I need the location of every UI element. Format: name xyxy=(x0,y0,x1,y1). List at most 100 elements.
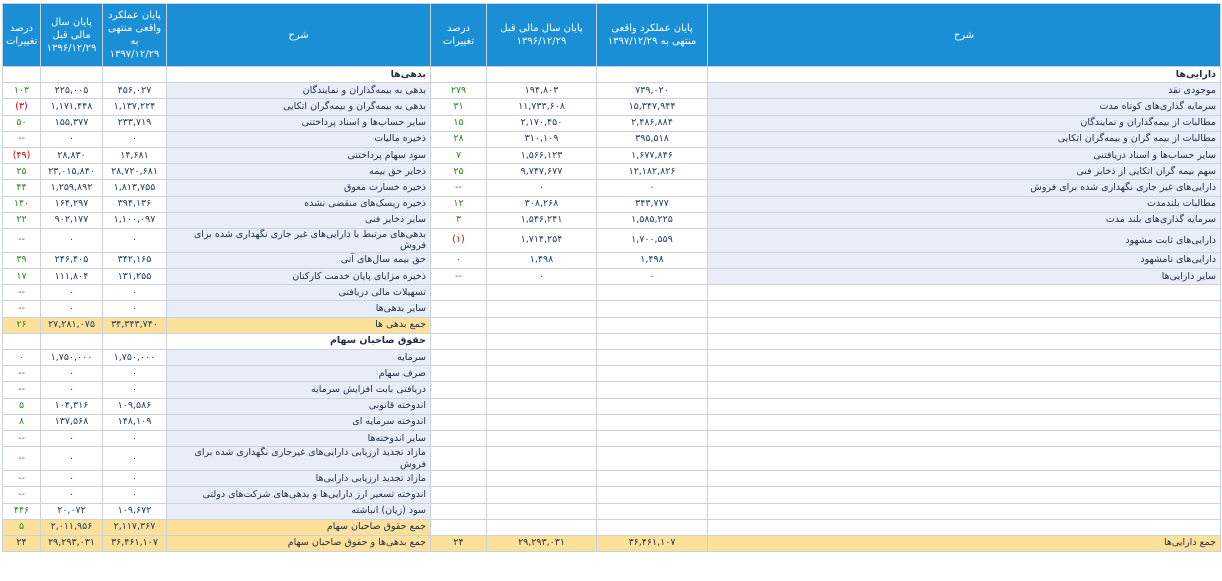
table-row: -- ۰ ۰ سایر اندوخته‌ها xyxy=(2,429,1221,448)
balance-sheet: درصد تغییرات پایان سال مالی قبل ۱۳۹۶/۱۲/… xyxy=(2,3,1221,553)
left-curr-cell: ۰ xyxy=(102,446,167,472)
right-prev-cell: ۰ xyxy=(486,268,597,286)
right-desc-cell: دارایی‌های نامشهود xyxy=(707,251,1221,270)
right-curr-cell: ۱,۶۷۷,۸۴۶ xyxy=(596,146,708,165)
right-pct-cell: ۳۱ xyxy=(430,98,487,116)
right-curr-cell xyxy=(596,413,708,431)
table-row: ۴۴۶ ۲۰,۰۷۲ ۱۰۹,۶۷۲ سود (زیان) انباشته xyxy=(2,502,1221,520)
table-row: -- ۰ ۰ مازاد تجدید ارزیابی دارایی‌ها xyxy=(2,470,1221,488)
right-desc-cell xyxy=(707,348,1221,367)
left-pct-cell: ۲۶ xyxy=(2,316,41,334)
left-curr-cell: ۱۰۹,۶۷۲ xyxy=(102,502,167,520)
left-prev-cell: ۲۹,۲۹۳,۰۳۱ xyxy=(40,534,103,553)
left-curr-cell: ۲,۱۱۷,۳۶۷ xyxy=(102,518,167,536)
left-curr-cell: ۰ xyxy=(102,381,167,399)
left-curr-header: پایان عملکرد واقعی منتهی به ۱۳۹۷/۱۲/۲۹ xyxy=(102,3,167,67)
right-prev-cell: ۱,۷۱۴,۲۵۴ xyxy=(486,227,597,253)
right-curr-cell: ۳۶,۴۶۱,۱۰۷ xyxy=(596,534,708,553)
left-pct-header: درصد تغییرات xyxy=(2,3,41,67)
right-pct-cell xyxy=(430,446,487,472)
left-pct-cell: -- xyxy=(2,446,41,472)
left-desc-cell: سرمایه xyxy=(166,348,431,367)
table-row: -- ۰ ۰ تسهیلات مالی دریافتی xyxy=(2,284,1221,302)
right-pct-cell: ۷ xyxy=(430,146,487,165)
left-curr-cell: ۱۰۹,۵۸۶ xyxy=(102,397,167,415)
left-curr-cell: ۰ xyxy=(102,365,167,383)
right-desc-cell: سرمایه گذاری‌های کوتاه مدت xyxy=(707,98,1221,116)
left-pct-cell: -- xyxy=(2,365,41,383)
right-prev-cell: ۲,۱۷۰,۴۵۰ xyxy=(486,114,597,132)
left-desc-cell: حق بیمه سال‌های آتی xyxy=(166,251,431,270)
right-pct-cell xyxy=(430,502,487,520)
left-pct-cell: ۲۴ xyxy=(2,534,41,553)
left-desc-cell: سایر بدهی‌ها xyxy=(166,300,431,318)
table-row: -- ۰ ۰ دریافتی بابت افزایش سرمایه xyxy=(2,381,1221,399)
right-pct-cell xyxy=(430,486,487,504)
right-prev-header: پایان سال مالی قبل ۱۳۹۶/۱۲/۲۹ xyxy=(486,3,597,67)
left-prev-header: پایان سال مالی قبل ۱۳۹۶/۱۲/۲۹ xyxy=(40,3,103,67)
right-prev-cell: ۱۹۴,۸۰۳ xyxy=(486,82,597,100)
right-prev-cell xyxy=(486,413,597,431)
left-desc-cell: سود سهام پرداختنی xyxy=(166,146,431,165)
right-curr-cell xyxy=(596,381,708,399)
table-row: -- ۰ ۰ سایر بدهی‌ها xyxy=(2,300,1221,318)
table-row: ۲۵ ۲۳,۰۱۵,۸۴۰ ۲۸,۷۲۰,۶۸۱ ذخایر حق بیمه ۲۵ ۹,۷… xyxy=(2,163,1221,181)
right-pct-cell: -- xyxy=(430,179,487,197)
right-prev-cell: ۱,۵۶۶,۱۲۳ xyxy=(486,146,597,165)
left-pct-cell xyxy=(2,65,41,84)
right-curr-cell: ۰ xyxy=(596,268,708,286)
balance-sheet-table: درصد تغییرات پایان سال مالی قبل ۱۳۹۶/۱۲/… xyxy=(2,3,1221,553)
table-row: ۲۲ ۹۰۲,۱۷۷ ۱,۱۰۰,۰۹۷ سایر ذخایر فنی ۳ ۱,۵۴۶,۲… xyxy=(2,211,1221,229)
left-pct-cell: ۲۲ xyxy=(2,211,41,229)
table-row: (۴۹) ۲۸,۸۳۰ ۱۴,۶۸۱ سود سهام پرداختنی ۷ ۱,۵۶۶,… xyxy=(2,146,1221,165)
table-row: حقوق صاحبان سهام xyxy=(2,332,1221,351)
table-row: -- ۰ ۰ بدهی‌های مرتبط با دارایی‌های غیر جار… xyxy=(2,227,1221,253)
left-curr-cell: ۲۳۳,۷۱۹ xyxy=(102,114,167,132)
right-desc-cell: مطالبات بلندمدت xyxy=(707,195,1221,213)
left-prev-cell: ۰ xyxy=(40,429,103,448)
right-desc-cell: دارایی‌ها xyxy=(707,65,1221,84)
left-prev-cell: ۱,۱۷۱,۴۴۸ xyxy=(40,98,103,116)
table-row: -- ۰ ۰ ذخیره مالیات ۲۸ ۳۱۰,۱۰۹ ۳۹۵,۵۱۸ مطالبات … xyxy=(2,130,1221,148)
left-pct-cell: ۴۴ xyxy=(2,179,41,197)
left-desc-cell: سود (زیان) انباشته xyxy=(166,502,431,520)
right-curr-cell xyxy=(596,365,708,383)
right-desc-cell: دارایی‌های ثابت مشهود xyxy=(707,227,1221,253)
right-pct-cell xyxy=(430,413,487,431)
right-prev-cell: ۱,۴۹۸ xyxy=(486,251,597,270)
left-prev-cell: ۰ xyxy=(40,446,103,472)
right-prev-cell xyxy=(486,486,597,504)
right-desc-cell: مطالبات از بیمه‌گذاران و نمایندگان xyxy=(707,114,1221,132)
table-row: ۰ ۱,۷۵۰,۰۰۰ ۱,۷۵۰,۰۰۰ سرمایه xyxy=(2,348,1221,367)
right-prev-cell xyxy=(486,332,597,351)
right-pct-cell: ۲۴ xyxy=(430,534,487,553)
right-pct-cell xyxy=(430,284,487,302)
left-pct-cell: ۲۵ xyxy=(2,163,41,181)
right-pct-cell: ۱۵ xyxy=(430,114,487,132)
left-desc-cell: صرف سهام xyxy=(166,365,431,383)
table-row: -- ۰ ۰ صرف سهام xyxy=(2,365,1221,383)
right-prev-cell xyxy=(486,429,597,448)
right-desc-cell xyxy=(707,381,1221,399)
right-pct-header: درصد تغییرات xyxy=(430,3,487,67)
left-desc-cell: اندوخته قانونی xyxy=(166,397,431,415)
table-row: ۲۴ ۲۹,۲۹۳,۰۳۱ ۳۶,۴۶۱,۱۰۷ جمع بدهی‌ها و حقوق… xyxy=(2,534,1221,553)
left-desc-cell: ذخیره مالیات xyxy=(166,130,431,148)
right-curr-cell xyxy=(596,65,708,84)
right-pct-cell: ۲۸ xyxy=(430,130,487,148)
right-desc-cell xyxy=(707,502,1221,520)
right-pct-cell: ۲۵ xyxy=(430,163,487,181)
right-desc-cell: سایر دارایی‌ها xyxy=(707,268,1221,286)
table-row: ۴۴ ۱,۲۵۹,۸۹۲ ۱,۸۱۳,۷۵۵ ذخیره خسارت معوق -- ۰ ۰… xyxy=(2,179,1221,197)
table-row: ۵ ۱۰۴,۳۱۶ ۱۰۹,۵۸۶ اندوخته قانونی xyxy=(2,397,1221,415)
left-prev-cell: ۰ xyxy=(40,470,103,488)
left-desc-cell: مازاد تجدید ارزیابی دارایی‌ها xyxy=(166,470,431,488)
right-desc-cell xyxy=(707,518,1221,536)
left-pct-cell: ۵ xyxy=(2,397,41,415)
left-prev-cell: ۰ xyxy=(40,130,103,148)
left-prev-cell: ۰ xyxy=(40,365,103,383)
left-desc-cell: بدهی به بیمه‌گران و بیمه‌گران اتکایی xyxy=(166,98,431,116)
table-row: ۳۹ ۲۴۶,۴۰۵ ۳۴۲,۱۶۵ حق بیمه سال‌های آتی ۰ ۱,۴۹… xyxy=(2,251,1221,270)
left-pct-cell: -- xyxy=(2,381,41,399)
left-desc-cell: سایر ذخایر فنی xyxy=(166,211,431,229)
